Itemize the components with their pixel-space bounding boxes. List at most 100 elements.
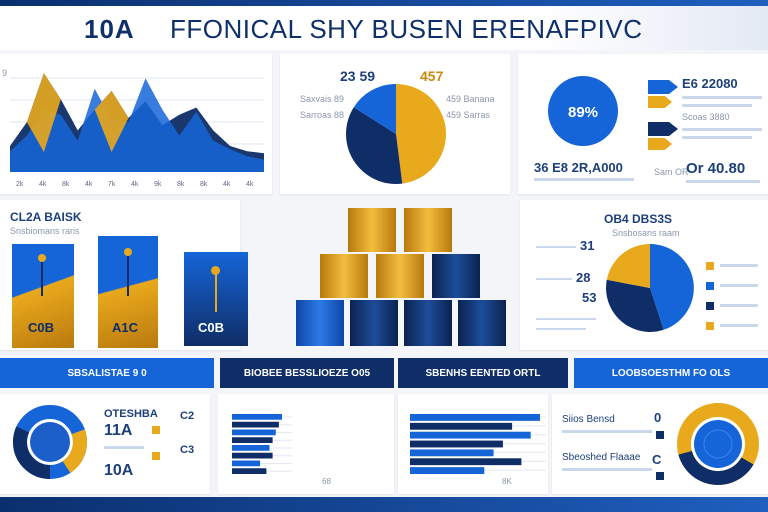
legend-line-4 (720, 324, 758, 327)
strip-3: SBENHS EENTED ORTL (398, 358, 568, 388)
area-x-tick: 8k (200, 181, 208, 188)
pie-top-slice-2 (346, 107, 403, 184)
hbar-1-bar-8 (232, 468, 267, 474)
area-x-tick: 4k (85, 181, 93, 188)
right-pie-value-3: 53 (582, 290, 597, 305)
hbar-1-xtick-1: 68 (322, 477, 331, 486)
right-pie-heading: OB4 DBS3S (604, 212, 673, 226)
stat-value-1: E6 22080 (682, 76, 738, 91)
card-2-value: A1C (112, 320, 139, 335)
cube-stack (296, 208, 512, 348)
strip-2: BIOBEE BESSLIOEZE O05 (220, 358, 394, 388)
page-title: FFONICAL SHY BUSEN ERENAFPIVC (170, 14, 643, 44)
footer-band (0, 497, 768, 512)
cube-gold-mid-2 (376, 254, 424, 298)
area-accent-2 (94, 90, 129, 152)
donut-chart (13, 405, 87, 479)
cards-heading: CL2A BAISK (10, 210, 82, 224)
right-pie-value-1: 31 (580, 238, 595, 253)
donut-tag-1: C2 (180, 410, 195, 422)
donut-tag-2: C3 (180, 444, 195, 456)
area-x-ticks: 2k 4k 8k 4k 7k 4k 9k 8k 8k 4k 4k (16, 181, 254, 188)
stat-label-1: Scoas 3880 (682, 112, 730, 122)
right-pie-subheading: Snsbosans raam (612, 228, 680, 238)
ring-marker-2: C (652, 452, 662, 467)
donut-center (30, 422, 70, 462)
stat-line-2 (682, 104, 752, 107)
percent-circle-text: 89% (568, 104, 598, 121)
pie-top-slice-1 (396, 84, 446, 184)
percent-circle: 89% (548, 76, 618, 146)
area-series-2 (10, 78, 264, 172)
ring-chart (677, 403, 759, 485)
donut-value-3: 10A (104, 462, 134, 479)
hbar-2-bar-2 (410, 422, 513, 430)
stat-value-3: Or 40.80 (686, 160, 746, 177)
ring-line-2 (562, 468, 652, 471)
legend-swatch-4 (706, 322, 714, 330)
hbar-1-bar-1 (232, 414, 282, 420)
arrow-flag-2 (648, 96, 672, 108)
hbar-1-bar-2 (232, 421, 279, 428)
right-pie-line-3 (536, 318, 596, 320)
hbar-2-bar-4 (410, 440, 503, 448)
ring-swatch-1 (656, 431, 664, 439)
cube-navy-bottom-3 (458, 300, 506, 346)
area-accent-1 (26, 73, 61, 152)
card-3-pin (215, 272, 217, 312)
header-band (0, 0, 768, 6)
area-x-tick: 4k (131, 181, 139, 188)
title-number: 10A (84, 14, 135, 44)
cube-blue-bottom-1 (296, 300, 344, 346)
donut-line-1 (104, 446, 144, 449)
ring-label-2: Sbeoshed Flaaae (562, 452, 641, 463)
stat-line-5 (534, 178, 634, 181)
legend-swatch-1 (706, 262, 714, 270)
arrow-flag-4 (648, 138, 672, 150)
area-x-tick: 4k (246, 181, 254, 188)
strip-4: LOOBSOESTHM FO OLS (574, 358, 768, 388)
cube-navy-bottom-1 (350, 300, 398, 346)
pie-label-left-1: Saxvais 89 (300, 94, 345, 104)
arrow-flag-1 (648, 80, 678, 94)
ring-inner-line (703, 429, 733, 459)
cube-navy-bottom-2 (404, 300, 452, 346)
legend-line-2 (720, 284, 758, 287)
pie-label-right-1: 459 Banana (446, 94, 495, 104)
cube-gold-top-2 (404, 208, 452, 252)
arrow-flag-3 (648, 122, 678, 136)
cube-navy-mid (432, 254, 480, 298)
stat-line-6 (686, 180, 760, 183)
stat-line-1 (682, 96, 762, 99)
stat-value-2: 36 E8 2R,A000 (534, 160, 623, 175)
hbar-2-bar-6 (410, 458, 522, 466)
area-x-tick: 4k (223, 181, 231, 188)
hbar-chart-2: 8K (410, 414, 546, 486)
ring-line-1 (562, 430, 652, 433)
area-x-tick: 8k (177, 181, 185, 188)
legend-swatch-3 (706, 302, 714, 310)
hbar-panel-1 (218, 394, 394, 494)
donut-ring-navy (13, 405, 87, 479)
pie-label-right-2: 459 Sarras (446, 110, 491, 120)
hbar-2-bar-1 (410, 414, 540, 421)
legend-line-3 (720, 304, 758, 307)
area-y-tick: 9 (2, 68, 8, 78)
pie-right-slices (606, 244, 694, 332)
area-chart: 2k 4k 8k 4k 7k 4k 9k 8k 8k 4k 4k (10, 73, 264, 188)
hbar-1-bar-5 (232, 445, 270, 451)
pie-top-slice-3 (353, 84, 396, 134)
right-pie-line-2 (536, 278, 572, 280)
card-1-knob (38, 254, 46, 262)
pie-right-slice-3 (606, 244, 650, 288)
cube-gold-mid-1 (320, 254, 368, 298)
pie-top-slices (346, 84, 446, 184)
pie-chart-top (346, 84, 446, 184)
cards-subheading: Snsbiomans raris (10, 226, 80, 236)
ring-marker-1: 0 (654, 410, 662, 425)
card-2-pin (127, 252, 129, 296)
card-2-knob (124, 248, 132, 256)
pie-value-left: 23 59 (340, 68, 376, 84)
ring-label-1: Siios Bensd (562, 414, 615, 425)
